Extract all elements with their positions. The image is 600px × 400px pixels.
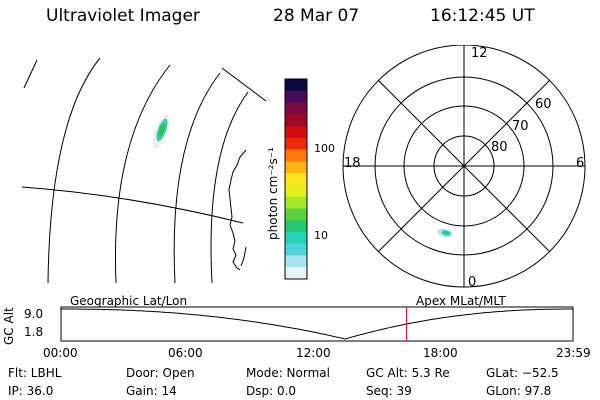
timeline-tick-1: 06:00 — [168, 346, 203, 360]
info-mode: Mode: Normal — [246, 366, 330, 380]
lon-line — [21, 186, 244, 224]
colorbar-segment — [285, 161, 307, 174]
timeline-ymin: 1.8 — [24, 325, 44, 339]
lat-label-60: 60 — [535, 97, 552, 112]
lat-label-70: 70 — [512, 119, 529, 134]
timeline-tick-0: 00:00 — [43, 346, 78, 360]
colorbar-segment — [285, 267, 307, 280]
info-gain: Gain: 14 — [126, 384, 177, 398]
colorbar-unit-label: photon cm⁻²s⁻¹ — [266, 147, 280, 240]
colorbar-segment — [285, 184, 307, 198]
info-door: Door: Open — [126, 366, 195, 380]
colorbar-segment — [285, 255, 307, 268]
colorbar-segment — [285, 208, 307, 221]
colorbar — [284, 78, 308, 280]
colorbar-segment — [285, 243, 307, 256]
lat-arc-1 — [23, 59, 38, 89]
timeline-frame — [60, 306, 574, 342]
polar-diag-2 — [377, 79, 551, 253]
altitude-timeline — [60, 306, 574, 342]
colorbar-segment — [285, 173, 307, 186]
colorbar-segment — [285, 90, 307, 104]
info-glat: GLat: −52.5 — [486, 366, 559, 380]
colorbar-frame — [284, 78, 308, 280]
mlt-label-0: 0 — [468, 275, 477, 290]
timeline-right-caption: Apex MLat/MLT — [416, 294, 506, 308]
lat-arc-5 — [210, 91, 249, 284]
coastline — [228, 149, 247, 271]
timeline-ylabel: GC Alt — [2, 307, 16, 345]
meridian-line — [221, 67, 267, 102]
lat-arc-4 — [173, 72, 221, 284]
colorbar-segment — [285, 196, 307, 209]
lat-arc-2 — [47, 57, 101, 284]
lat-arc-3 — [115, 64, 171, 284]
colorbar-segment — [285, 102, 307, 115]
instrument-title: Ultraviolet Imager — [46, 6, 200, 26]
header-time: 16:12:45 UT — [430, 6, 535, 26]
timeline-tick-4: 23:59 — [556, 346, 591, 360]
aurora-blob-geo — [152, 114, 170, 150]
colorbar-segment — [285, 114, 307, 127]
info-flt: Flt: LBHL — [8, 366, 62, 380]
timeline-tick-2: 12:00 — [296, 346, 331, 360]
lat-label-80: 80 — [491, 140, 508, 155]
colorbar-segment — [285, 79, 307, 92]
geographic-map — [21, 57, 267, 284]
colorbar-segment — [285, 220, 307, 233]
colorbar-tick-10: 10 — [314, 229, 328, 242]
timeline-ymax: 9.0 — [24, 307, 44, 321]
colorbar-segment — [285, 231, 307, 245]
colorbar-segment — [285, 137, 307, 151]
mlt-label-12: 12 — [471, 46, 488, 61]
info-glon: GLon: 97.8 — [486, 384, 552, 398]
mlt-label-18: 18 — [344, 156, 361, 171]
colorbar-segment — [285, 149, 307, 162]
colorbar-segment — [285, 126, 307, 139]
colorbar-tick-100: 100 — [314, 142, 335, 155]
timeline-left-caption: Geographic Lat/Lon — [70, 294, 188, 308]
aurora-blob-polar — [437, 228, 453, 238]
timeline-tick-3: 18:00 — [423, 346, 458, 360]
info-gcalt: GC Alt: 5.3 Re — [366, 366, 450, 380]
info-ip: IP: 36.0 — [8, 384, 54, 398]
info-dsp: Dsp: 0.0 — [246, 384, 297, 398]
polar-plot — [342, 45, 586, 288]
altitude-curve — [61, 308, 573, 340]
header-date: 28 Mar 07 — [273, 6, 360, 26]
info-seq: Seq: 39 — [366, 384, 412, 398]
mlt-label-6: 6 — [576, 156, 585, 171]
